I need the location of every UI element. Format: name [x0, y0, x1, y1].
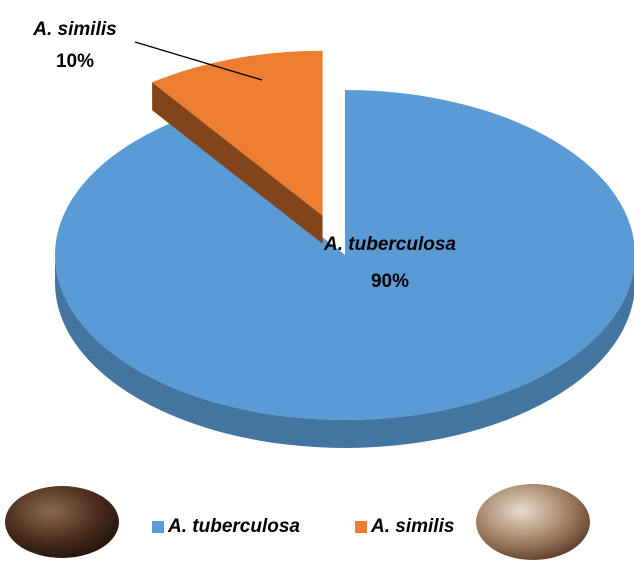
legend-swatch: [355, 521, 367, 533]
data-label-name: A. similis: [32, 19, 116, 40]
legend-label: A. tuberculosa: [167, 516, 300, 537]
shell-image: [476, 484, 590, 560]
data-label-value: 10%: [56, 51, 94, 72]
chart: A. similis 10% A. tuberculosa 90% A. tub…: [0, 0, 634, 563]
legend: A. tuberculosa A. similis: [152, 516, 454, 537]
data-label-value: 90%: [371, 271, 409, 292]
legend-label: A. similis: [370, 516, 454, 537]
legend-swatch: [152, 521, 164, 533]
data-label-name: A. tuberculosa: [323, 234, 456, 255]
shell-image: [5, 486, 119, 558]
